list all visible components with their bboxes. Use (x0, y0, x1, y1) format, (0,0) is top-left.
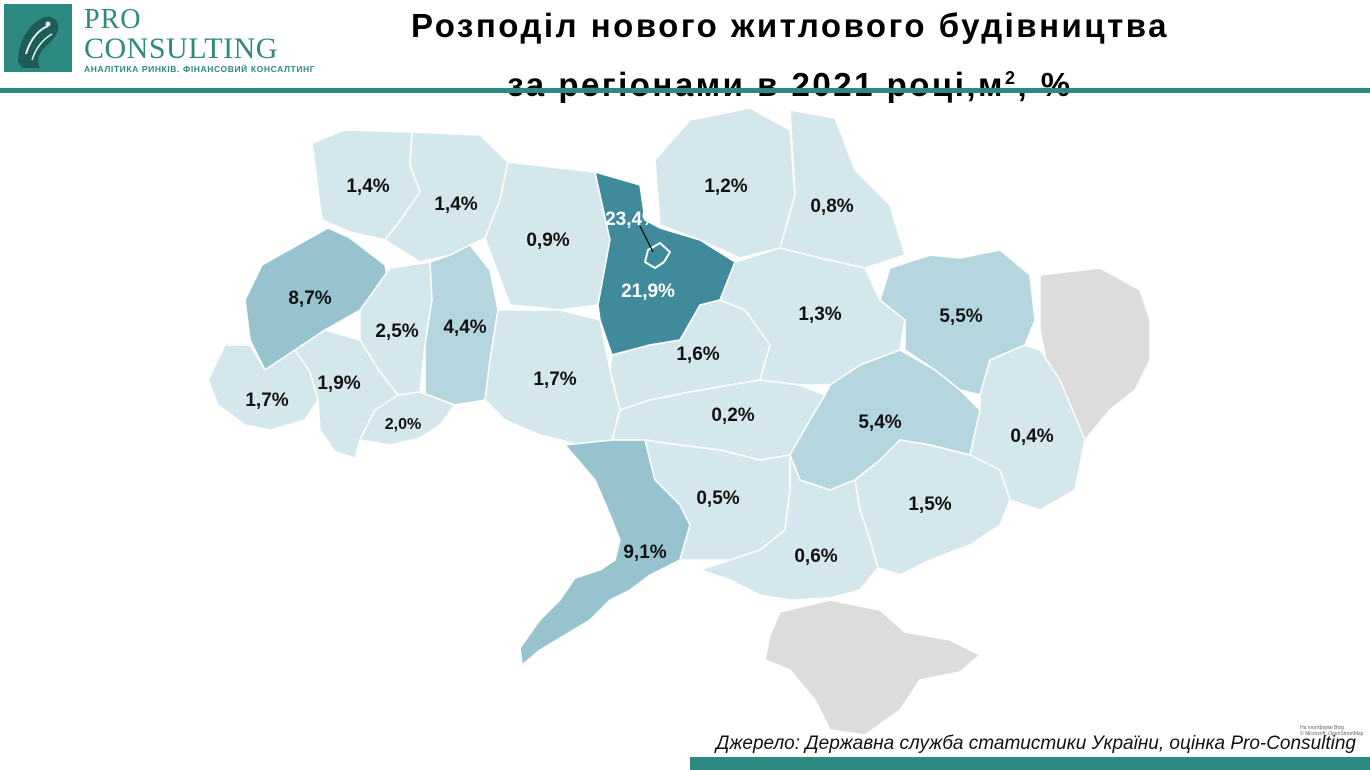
title-line-1: Розподіл нового житлового будівництва (411, 7, 1169, 44)
logo-tagline: АНАЛІТИКА РИНКІВ. ФІНАНСОВИЙ КОНСАЛТИНГ (84, 64, 316, 74)
label-kirovohrad: 0,2% (711, 405, 754, 426)
logo-emblem (4, 4, 72, 72)
label-kyiv-oblast: 21,9% (621, 281, 675, 302)
label-volyn: 1,4% (346, 176, 389, 197)
region-chernivtsi (359, 391, 456, 446)
label-ivano-frankivsk: 1,9% (317, 373, 360, 394)
header-divider (0, 88, 1370, 93)
label-chernivtsi: 2,0% (385, 416, 421, 433)
label-kharkiv: 5,5% (939, 306, 982, 327)
label-sumy: 0,8% (810, 196, 853, 217)
footer-bar (690, 757, 1370, 770)
logo-pro: PRO (84, 4, 142, 35)
label-khmelnytskyi: 4,4% (443, 317, 486, 338)
label-mykolaiv: 0,5% (696, 488, 739, 509)
region-zakarpattia (207, 344, 319, 431)
label-poltava: 1,3% (798, 304, 841, 325)
label-ternopil: 2,5% (375, 321, 418, 342)
label-vinnytsia: 1,7% (533, 369, 576, 390)
label-odesa: 9,1% (623, 542, 666, 563)
kyiv-city-pointer (639, 225, 654, 253)
label-zakarpattia: 1,7% (245, 390, 288, 411)
region-kherson (699, 454, 879, 601)
region-crimea (764, 599, 981, 736)
region-rivne (384, 131, 509, 263)
source-note: Джерело: Державна служба статистики Укра… (715, 733, 1356, 754)
logo-consulting: CONSULTING (84, 32, 278, 65)
label-rivne: 1,4% (434, 194, 477, 215)
label-dnipropetrovsk: 5,4% (858, 412, 901, 433)
label-luhansk: 0,4% (1010, 426, 1053, 447)
title-line-2: за регіонами в 2021 році,м2, % (507, 66, 1073, 103)
label-chernihiv: 1,2% (704, 176, 747, 197)
label-cherkasy: 1,6% (676, 344, 719, 365)
page-title: Розподіл нового житлового будівництва за… (330, 0, 1250, 111)
label-lviv: 8,7% (288, 288, 331, 309)
label-kherson: 0,6% (794, 546, 837, 567)
region-sumy (779, 109, 906, 269)
map-credit: На платформі Bing © Microsoft, OpenStree… (1300, 725, 1364, 737)
logo-wordmark: PRO CONSULTING АНАЛІТИКА РИНКІВ. ФІНАНСО… (84, 4, 316, 75)
label-zhytomyr: 0,9% (526, 230, 569, 251)
label-zaporizhzhia: 1,5% (908, 494, 951, 515)
label-kyiv-city: 23,4% (605, 209, 659, 230)
